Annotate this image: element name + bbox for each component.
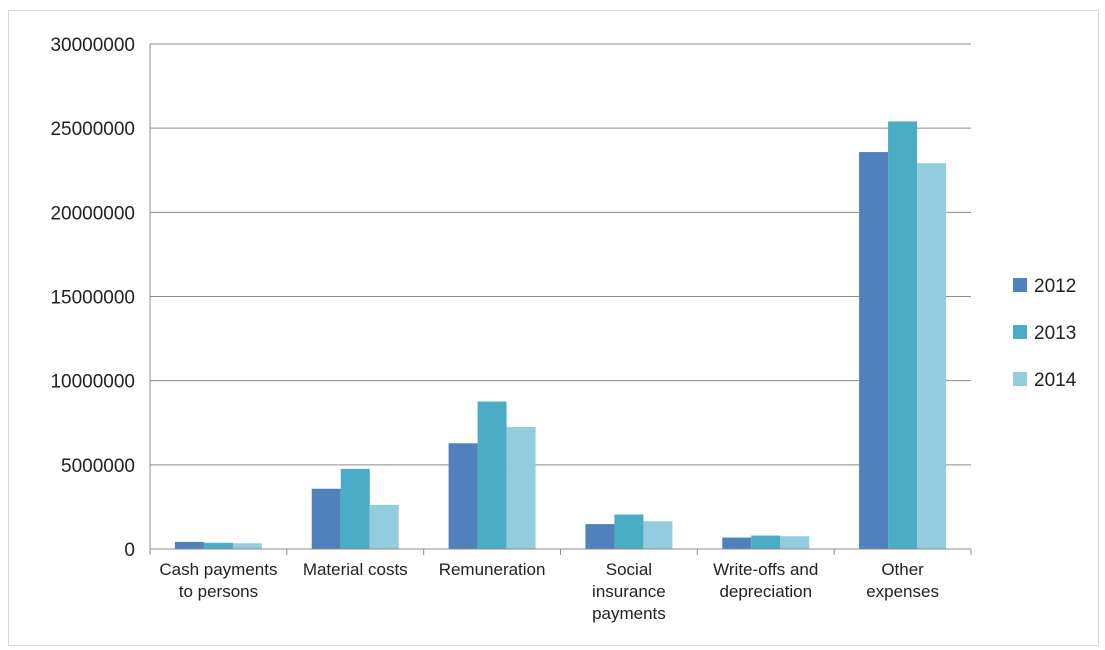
bar-2013 <box>614 514 644 549</box>
legend: 2012 2013 2014 <box>1013 276 1077 391</box>
x-category-label: insurance <box>592 582 666 601</box>
x-category-label: Other <box>881 560 924 579</box>
y-tick-label: 30000000 <box>50 35 135 56</box>
bar-2013 <box>751 535 781 549</box>
bar-2013 <box>203 542 233 549</box>
bar-chart: 0 5000000 10000000 15000000 20000000 25000000… <box>50 35 1077 623</box>
bar-2014 <box>506 426 536 549</box>
bar-2012 <box>722 537 752 549</box>
x-category-label: Social <box>606 560 652 579</box>
bar-2012 <box>448 443 478 549</box>
legend-label-2012: 2012 <box>1034 276 1076 297</box>
x-category-labels: Cash payments to persons Material costs Rem… <box>159 560 939 623</box>
bar-2013 <box>477 401 507 549</box>
bar-2014 <box>643 521 673 549</box>
legend-label-2014: 2014 <box>1034 370 1077 391</box>
bar-2014 <box>232 543 262 549</box>
y-tick-label: 25000000 <box>50 119 135 140</box>
x-category-label: Material costs <box>303 560 408 579</box>
bar-2014 <box>917 163 947 549</box>
bar-2012 <box>174 541 204 549</box>
bar-2014 <box>780 536 810 549</box>
legend-swatch-2013 <box>1013 325 1027 339</box>
bar-2012 <box>859 152 889 549</box>
x-category-label: to persons <box>179 582 258 601</box>
legend-swatch-2014 <box>1013 372 1027 386</box>
legend-swatch-2012 <box>1013 278 1027 292</box>
bars <box>174 121 947 549</box>
x-category-label: depreciation <box>719 582 812 601</box>
gridlines <box>150 43 971 466</box>
legend-label-2013: 2013 <box>1034 323 1076 344</box>
bar-2013 <box>340 468 370 549</box>
axes <box>149 44 972 555</box>
bar-2013 <box>888 121 918 549</box>
y-tick-label: 20000000 <box>50 203 135 224</box>
x-category-label: expenses <box>866 582 939 601</box>
bar-2012 <box>311 488 341 549</box>
x-category-label: Remuneration <box>439 560 546 579</box>
y-tick-label: 15000000 <box>50 288 135 309</box>
bar-2014 <box>369 504 399 549</box>
chart-frame: 0 5000000 10000000 15000000 20000000 25000000… <box>8 10 1099 646</box>
y-tick-labels: 0 5000000 10000000 15000000 20000000 25000000… <box>50 35 135 561</box>
y-tick-label: 10000000 <box>50 372 135 393</box>
x-category-label: Write-offs and <box>713 560 818 579</box>
x-category-label: payments <box>592 604 666 623</box>
bar-2012 <box>585 524 615 549</box>
y-tick-label: 5000000 <box>61 456 135 477</box>
y-tick-label: 0 <box>124 540 135 561</box>
x-category-label: Cash payments <box>159 560 277 579</box>
